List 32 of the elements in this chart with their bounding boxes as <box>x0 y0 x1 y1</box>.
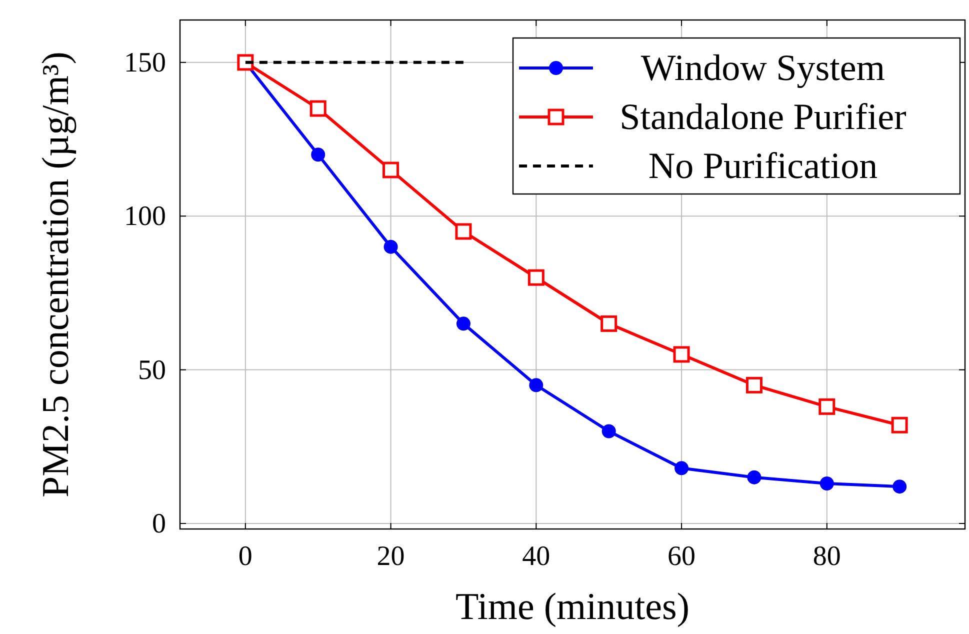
point <box>674 461 689 476</box>
point <box>746 376 762 394</box>
legend-label: No Purification <box>648 146 878 187</box>
point <box>891 416 908 434</box>
point <box>310 100 326 117</box>
y-tick-label: 100 <box>124 201 166 232</box>
point <box>529 378 544 392</box>
point <box>820 476 834 491</box>
y-tick-label: 0 <box>152 508 166 540</box>
x-tick-label: 0 <box>238 541 252 572</box>
point <box>747 470 762 484</box>
point <box>384 240 398 254</box>
x-tick-label: 60 <box>668 541 696 572</box>
point <box>528 269 544 286</box>
point <box>818 398 836 415</box>
y-tick-label: 150 <box>124 47 166 78</box>
point <box>382 162 400 178</box>
point <box>673 346 690 363</box>
point <box>456 316 470 331</box>
x-tick-label: 20 <box>376 541 405 572</box>
point <box>602 424 616 438</box>
x-tick-label: 80 <box>812 541 841 572</box>
x-axis-title: Time (minutes) <box>456 586 690 628</box>
legend-label: Window System <box>640 48 886 89</box>
point <box>311 148 326 162</box>
point <box>455 223 472 240</box>
point <box>600 315 618 332</box>
y-axis-title: PM2.5 concentration (µg/m³) <box>35 52 77 498</box>
x-tick-label: 40 <box>522 541 550 572</box>
legend-label: Standalone Purifier <box>620 97 906 138</box>
point <box>892 480 907 494</box>
y-tick-label: 50 <box>138 354 166 386</box>
